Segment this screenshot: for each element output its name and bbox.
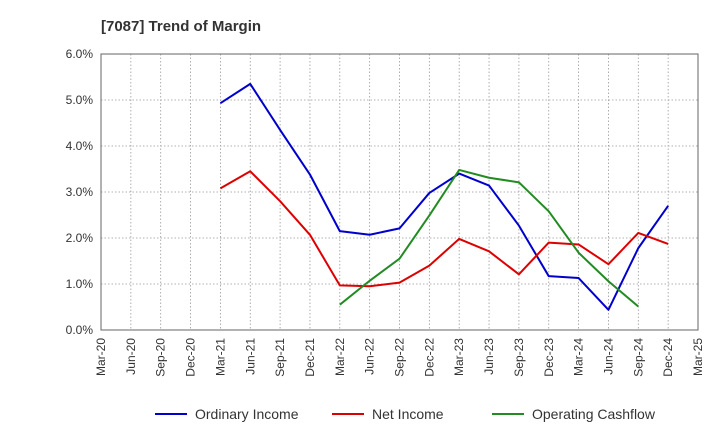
x-tick-label: Sep-24 <box>631 338 645 377</box>
x-tick-label: Mar-21 <box>213 338 227 376</box>
y-tick-label: 2.0% <box>66 231 94 245</box>
legend-label-net-income: Net Income <box>372 406 444 422</box>
legend: Ordinary Income Net Income Operating Cashf… <box>155 406 656 422</box>
x-tick-label: Dec-21 <box>303 338 317 377</box>
x-tick-label: Dec-23 <box>542 338 556 377</box>
plot-frame <box>100 53 699 331</box>
legend-label-ordinary-income: Ordinary Income <box>195 406 299 422</box>
y-tick-label: 6.0% <box>66 47 94 61</box>
x-tick-label: Jun-23 <box>482 338 496 375</box>
x-tick-label: Jun-21 <box>243 338 257 375</box>
x-tick-label: Dec-20 <box>184 338 198 377</box>
x-tick-label: Sep-23 <box>512 338 526 377</box>
y-tick-label: 1.0% <box>66 277 94 291</box>
x-tick-label: Jun-24 <box>601 338 615 375</box>
series-line-net-income <box>219 170 669 288</box>
x-tick-label: Jun-22 <box>363 338 377 375</box>
x-tick-label: Sep-21 <box>273 338 287 377</box>
legend-label-operating-cashflow: Operating Cashflow <box>532 406 656 422</box>
x-tick-label: Jun-20 <box>124 338 138 375</box>
x-tick-label: Mar-24 <box>572 338 586 376</box>
chart-title: [7087] Trend of Margin <box>101 18 261 35</box>
x-tick-label: Sep-22 <box>393 338 407 377</box>
y-tick-label: 3.0% <box>66 185 94 199</box>
x-tick-label: Mar-23 <box>452 338 466 376</box>
y-tick-label: 5.0% <box>66 93 94 107</box>
plot-area: 0.0% 1.0% 2.0% 3.0% 4.0% 5.0% 6.0% Mar-20 Jun-20… <box>66 47 705 377</box>
series-line-operating-cashflow <box>339 168 639 308</box>
series-line-ordinary-income <box>219 82 669 311</box>
x-tick-label: Mar-25 <box>691 338 705 376</box>
x-tick-label: Dec-24 <box>661 338 675 377</box>
x-tick-label: Dec-22 <box>422 338 436 377</box>
y-tick-label: 4.0% <box>66 139 94 153</box>
y-tick-label: 0.0% <box>66 323 94 337</box>
x-tick-label: Sep-20 <box>154 338 168 377</box>
x-tick-label: Mar-22 <box>333 338 347 376</box>
x-tick-label: Mar-20 <box>94 338 108 376</box>
